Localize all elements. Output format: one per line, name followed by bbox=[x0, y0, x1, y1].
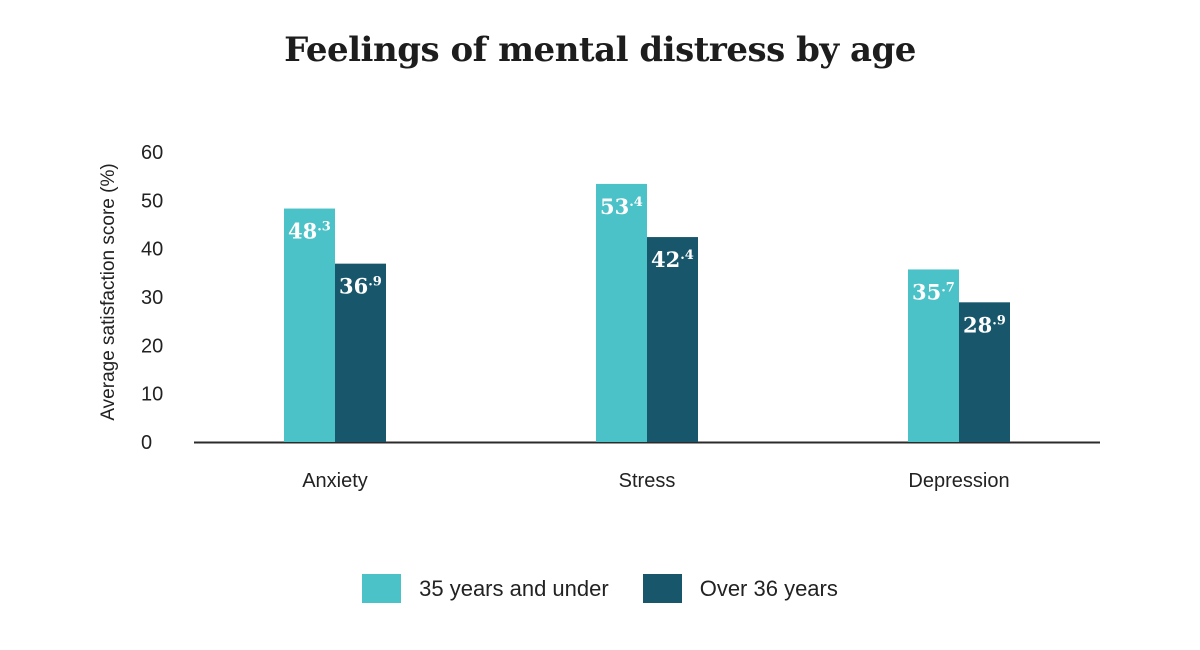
y-tick-label: 30 bbox=[141, 287, 163, 309]
y-tick-label: 0 bbox=[141, 432, 152, 454]
y-tick-label: 50 bbox=[141, 190, 163, 212]
x-category-label: Depression bbox=[908, 470, 1009, 492]
legend-item-under-35: 35 years and under bbox=[362, 574, 609, 603]
data-label: 28.9 bbox=[963, 312, 1006, 337]
legend-label-under-35: 35 years and under bbox=[419, 575, 609, 601]
y-tick-label: 10 bbox=[141, 384, 163, 406]
x-category-label: Anxiety bbox=[302, 470, 368, 492]
data-label: 42.4 bbox=[651, 247, 694, 272]
y-tick-label: 60 bbox=[141, 142, 163, 164]
chart-title: Feelings of mental distress by age bbox=[284, 30, 916, 70]
data-label: 48.3 bbox=[288, 219, 331, 244]
bar-depression-series-1 bbox=[959, 302, 1010, 442]
bar-chart: Average satisfaction score (%) 0 10 20 30 40 5… bbox=[98, 142, 1100, 492]
y-axis-label: Average satisfaction score (%) bbox=[98, 163, 119, 420]
bar-depression-series-0 bbox=[908, 269, 959, 442]
bar-stress-series-0 bbox=[596, 183, 647, 442]
x-category-label: Stress bbox=[619, 470, 676, 492]
bar-anxiety-series-1 bbox=[335, 263, 386, 442]
legend: 35 years and under Over 36 years bbox=[0, 574, 1200, 603]
data-label: 35.7 bbox=[912, 279, 955, 304]
legend-item-over-36: Over 36 years bbox=[642, 574, 838, 603]
y-tick-label: 20 bbox=[141, 335, 163, 357]
bar-stress-series-1 bbox=[647, 237, 698, 442]
legend-swatch-under-35 bbox=[362, 574, 402, 603]
bar-anxiety-series-0 bbox=[284, 208, 335, 442]
legend-swatch-over-36 bbox=[642, 574, 682, 603]
y-tick-label: 40 bbox=[141, 239, 163, 261]
legend-label-over-36: Over 36 years bbox=[699, 575, 838, 601]
data-label: 36.9 bbox=[339, 274, 382, 299]
data-label: 53.4 bbox=[600, 194, 643, 219]
